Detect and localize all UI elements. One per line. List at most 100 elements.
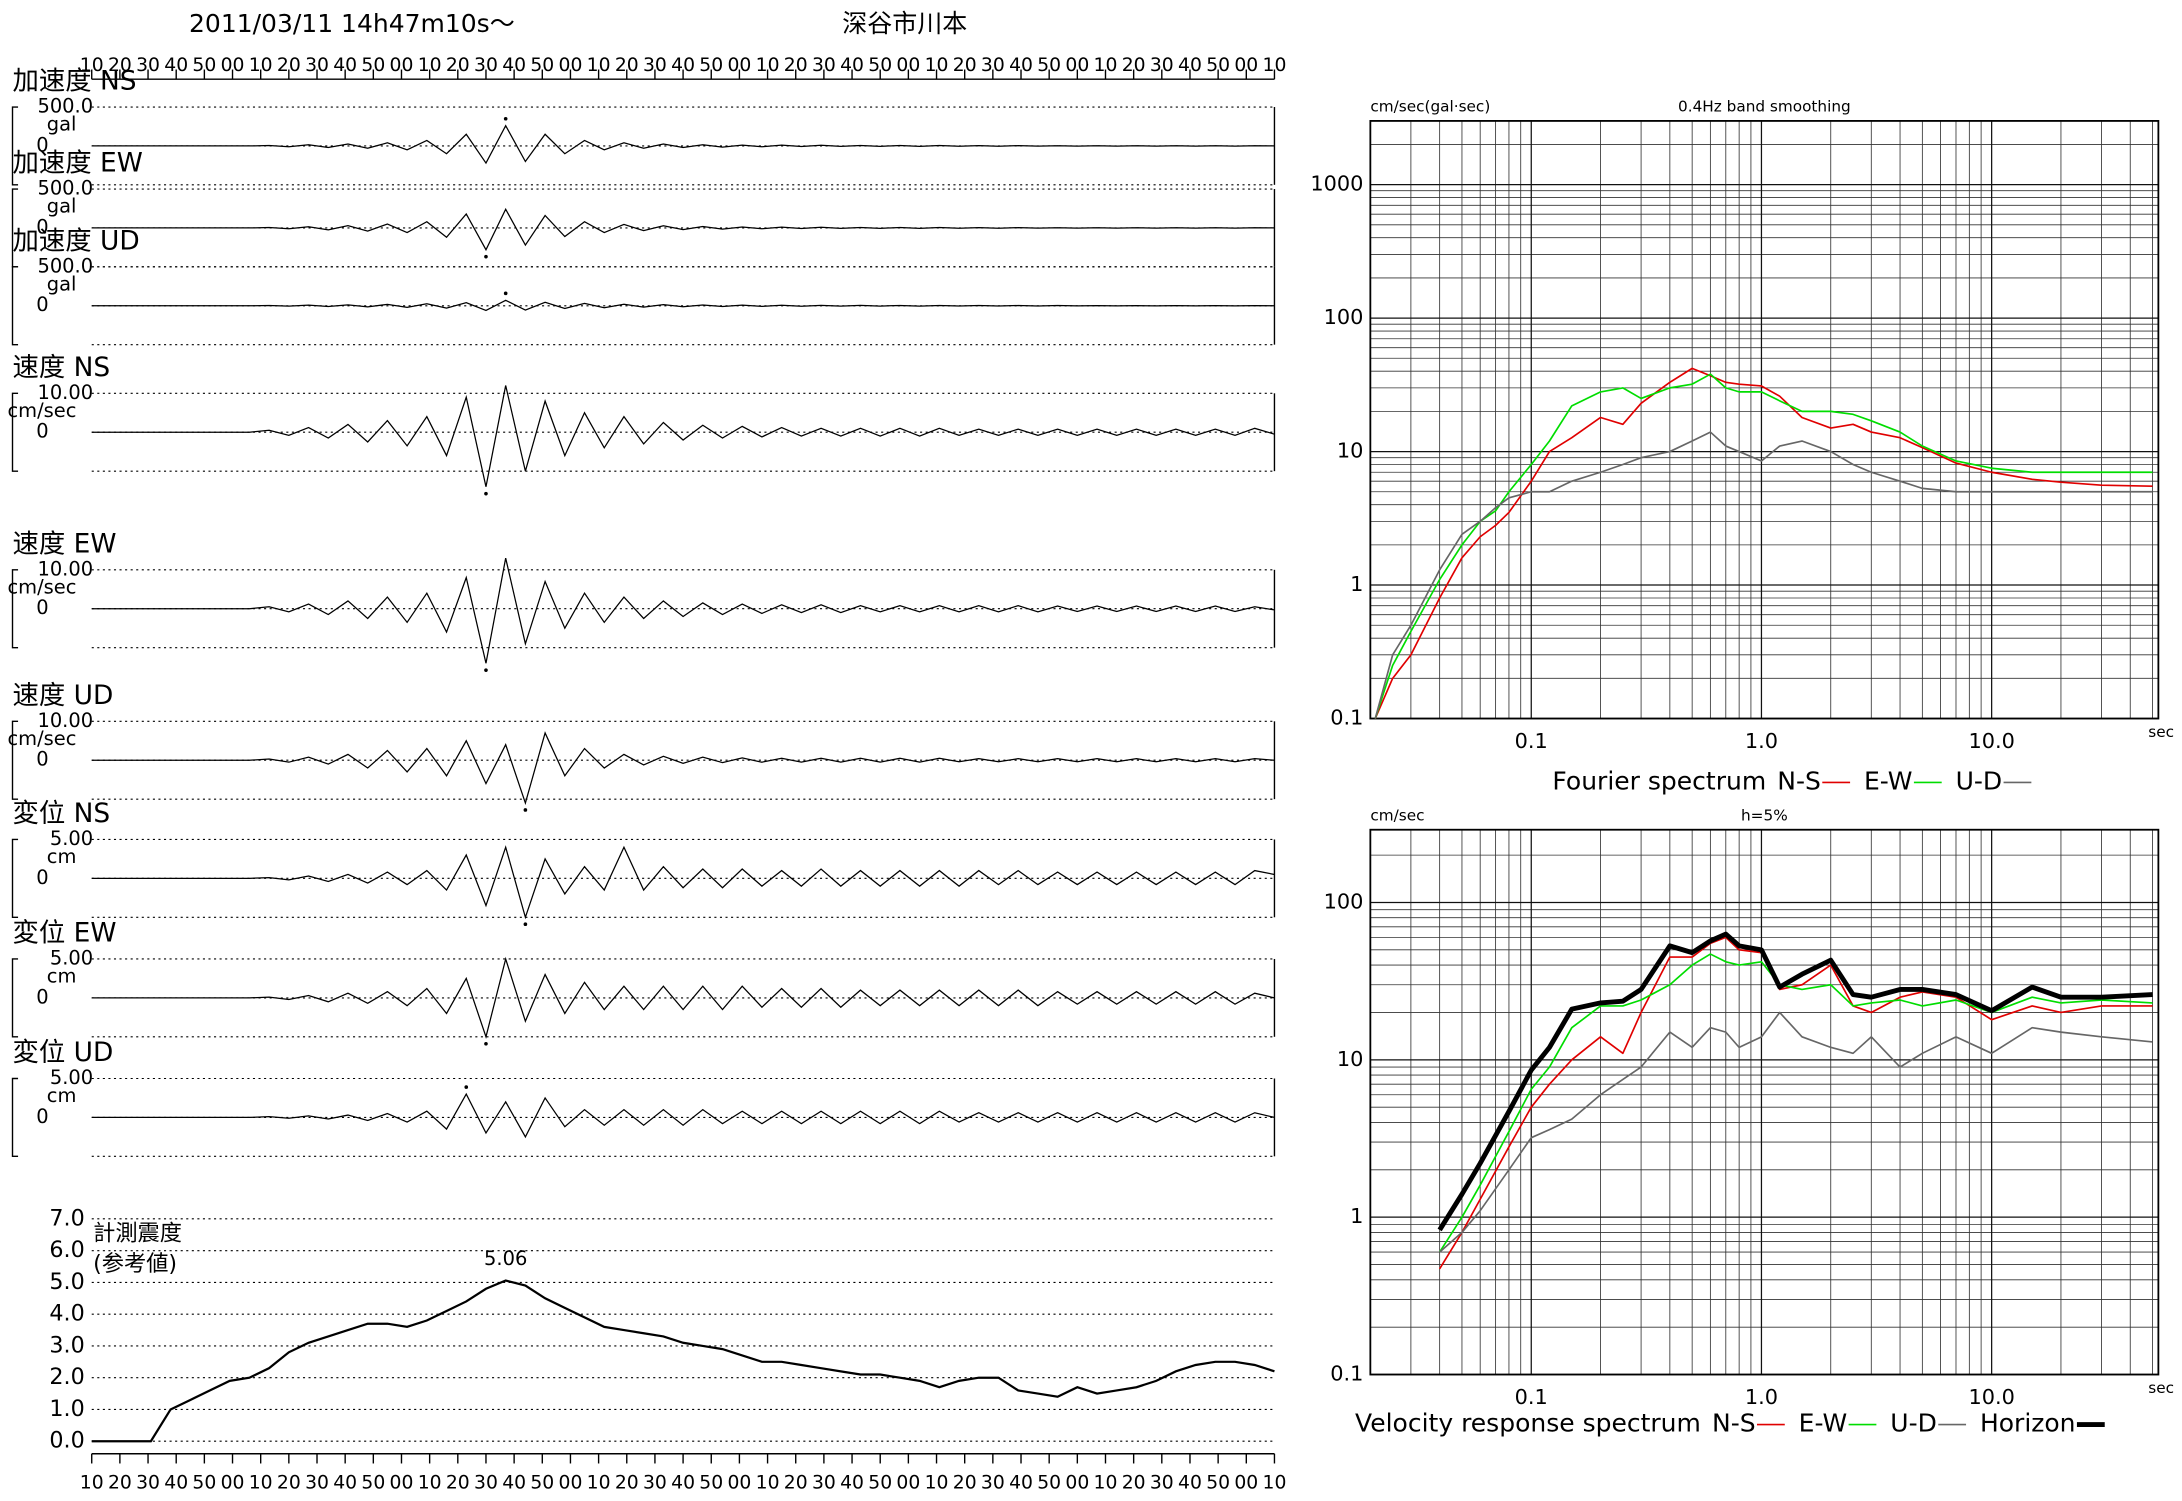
trace-scale: 0 bbox=[36, 1105, 48, 1128]
trace-bracket bbox=[11, 838, 19, 918]
time-tick-label: 20 bbox=[446, 55, 470, 76]
time-tick-label: 20 bbox=[277, 1472, 301, 1493]
time-tick-label: 30 bbox=[643, 1472, 667, 1493]
trace-unit: cm bbox=[47, 845, 77, 868]
trace-scale: 10.00 bbox=[37, 381, 93, 404]
time-tick-label: 10 bbox=[80, 1472, 104, 1493]
trace-scale: 5.00 bbox=[50, 1066, 93, 1089]
intensity-tick-label: 4.0 bbox=[49, 1301, 84, 1327]
record-time: 2011/03/11 14h47m10s～ bbox=[189, 9, 515, 38]
time-tick-label: 10 bbox=[925, 55, 949, 76]
peak-dot bbox=[523, 922, 528, 927]
time-tick-label: 30 bbox=[305, 55, 329, 76]
time-tick-label: 40 bbox=[1009, 55, 1033, 76]
trace-scale: 0 bbox=[36, 293, 48, 316]
trace-scale: 500.0 bbox=[37, 177, 93, 200]
trace-bracket bbox=[11, 392, 19, 472]
time-tick-label: 00 bbox=[896, 55, 920, 76]
spectrum-line bbox=[1439, 1011, 2153, 1253]
time-tick-label: 50 bbox=[530, 55, 554, 76]
intensity-title: 計測震度 bbox=[93, 1221, 182, 1247]
time-tick-label: 00 bbox=[727, 55, 751, 76]
time-tick-label: 30 bbox=[981, 1472, 1005, 1493]
trace-scale: 5.00 bbox=[50, 827, 93, 850]
time-tick-label: 00 bbox=[559, 1472, 583, 1493]
time-tick-label: 50 bbox=[361, 1472, 385, 1493]
intensity-tick-label: 2.0 bbox=[49, 1364, 84, 1390]
x-tick-label: 10.0 bbox=[1968, 1385, 2014, 1409]
time-tick-label: 40 bbox=[164, 55, 188, 76]
x-tick-label: 10.0 bbox=[1968, 729, 2014, 753]
waveform bbox=[91, 124, 1275, 165]
trace-label: 加速度 EW bbox=[13, 147, 143, 178]
time-tick-label: 50 bbox=[361, 55, 385, 76]
peak-dot bbox=[484, 668, 488, 672]
trace-bracket bbox=[11, 266, 19, 346]
x-unit: sec bbox=[2148, 1379, 2174, 1397]
time-tick-label: 30 bbox=[1150, 55, 1174, 76]
legend-label: N-S bbox=[1712, 1409, 1756, 1438]
time-tick-label: 30 bbox=[643, 55, 667, 76]
y-unit: cm/sec(gal·sec) bbox=[1370, 98, 1490, 116]
y-unit: cm/sec bbox=[1370, 806, 1424, 824]
trace-scale: 0 bbox=[36, 748, 48, 771]
time-tick-label: 50 bbox=[699, 55, 723, 76]
time-tick-label: 10 bbox=[1263, 1472, 1287, 1493]
peak-dot bbox=[484, 1041, 488, 1046]
waveform bbox=[91, 299, 1275, 312]
peak-dot bbox=[464, 1085, 469, 1089]
trace-label: 加速度 UD bbox=[13, 225, 140, 256]
time-tick-label: 00 bbox=[1234, 55, 1258, 76]
time-tick-label: 40 bbox=[1009, 1472, 1033, 1493]
time-tick-label: 30 bbox=[474, 55, 498, 76]
time-tick-label: 20 bbox=[1122, 55, 1146, 76]
y-tick-label: 100 bbox=[1324, 889, 1364, 913]
trace-label: 速度 NS bbox=[13, 352, 111, 383]
trace-unit: cm bbox=[47, 1084, 77, 1107]
trace-label: 速度 UD bbox=[13, 680, 114, 711]
time-tick-label: 20 bbox=[277, 55, 301, 76]
waveform bbox=[91, 956, 1275, 1040]
legend-title: Fourier spectrum bbox=[1552, 766, 1766, 795]
waveform bbox=[91, 845, 1275, 920]
time-tick-label: 00 bbox=[221, 55, 245, 76]
trace-unit: cm/sec bbox=[7, 575, 76, 598]
station-name: 深谷市川本 bbox=[842, 9, 967, 38]
trace-label: 変位 NS bbox=[13, 798, 111, 829]
time-tick-label: 10 bbox=[925, 1472, 949, 1493]
trace-unit: cm/sec bbox=[7, 727, 76, 750]
intensity-tick-label: 6.0 bbox=[49, 1237, 84, 1263]
time-tick-label: 30 bbox=[136, 55, 160, 76]
time-tick-label: 50 bbox=[1206, 1472, 1230, 1493]
time-tick-label: 10 bbox=[249, 1472, 273, 1493]
plot-frame bbox=[1369, 120, 2160, 720]
intensity-line bbox=[91, 1279, 1275, 1443]
intensity-tick-label: 0.0 bbox=[49, 1428, 84, 1454]
time-tick-label: 40 bbox=[333, 1472, 357, 1493]
time-tick-label: 00 bbox=[390, 1472, 414, 1493]
time-tick-label: 50 bbox=[868, 55, 892, 76]
time-tick-label: 10 bbox=[756, 55, 780, 76]
intensity-tick-label: 7.0 bbox=[49, 1205, 84, 1231]
trace-bracket bbox=[11, 106, 19, 186]
trace-scale: 10.00 bbox=[37, 557, 93, 580]
trace-scale: 500.0 bbox=[37, 95, 93, 118]
trace-bracket bbox=[11, 569, 19, 649]
legend-label: N-S bbox=[1777, 766, 1821, 795]
time-tick-label: 20 bbox=[615, 55, 639, 76]
time-tick-label: 20 bbox=[784, 55, 808, 76]
spectrum-line bbox=[1374, 431, 2153, 719]
time-tick-label: 50 bbox=[192, 1472, 216, 1493]
time-tick-label: 20 bbox=[615, 1472, 639, 1493]
y-tick-label: 100 bbox=[1324, 305, 1364, 329]
time-tick-label: 20 bbox=[108, 1472, 132, 1493]
time-tick-label: 10 bbox=[587, 1472, 611, 1493]
trace-unit: gal bbox=[47, 272, 77, 295]
trace-label: 速度 EW bbox=[13, 528, 117, 559]
trace-scale: 10.00 bbox=[37, 709, 93, 732]
chart-subtitle: 0.4Hz band smoothing bbox=[1678, 98, 1851, 116]
spectrum-line bbox=[1437, 931, 2153, 1232]
time-tick-label: 40 bbox=[502, 55, 526, 76]
trace-unit: gal bbox=[47, 113, 77, 136]
legend-label: U-D bbox=[1890, 1409, 1937, 1438]
